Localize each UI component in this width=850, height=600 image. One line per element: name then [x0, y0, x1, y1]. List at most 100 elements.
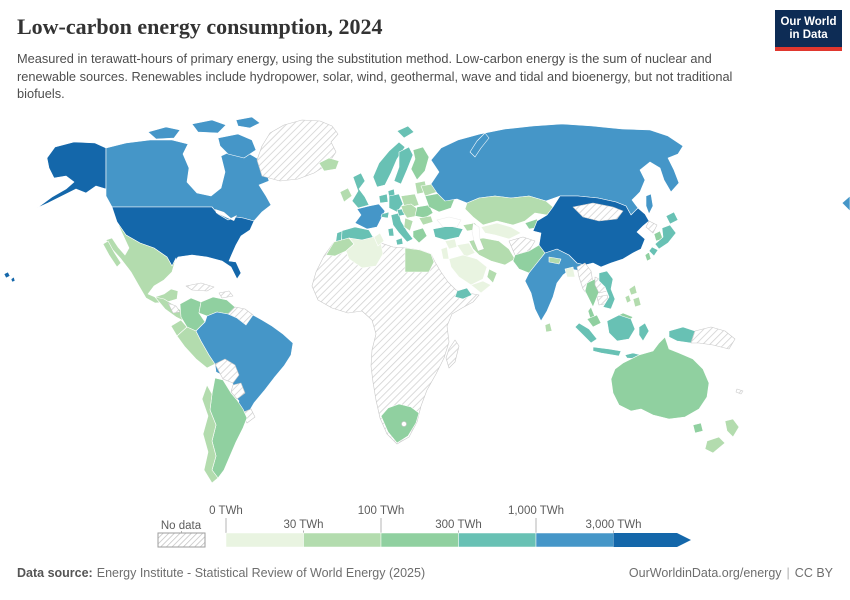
- country-norway[interactable]: [372, 141, 406, 188]
- country-chile[interactable]: [201, 384, 219, 484]
- country-balkans[interactable]: [403, 217, 414, 232]
- country-bulgaria[interactable]: [418, 215, 434, 226]
- great-lakes: [214, 208, 238, 222]
- country-baja-california[interactable]: [102, 240, 122, 268]
- country-nicaragua[interactable]: [167, 302, 181, 314]
- country-indonesia-kalimantan[interactable]: [606, 314, 636, 342]
- country-sweden[interactable]: [393, 146, 414, 185]
- country-japan-honshu[interactable]: [654, 224, 677, 250]
- country-paraguay[interactable]: [230, 382, 246, 400]
- page-title: Low-carbon energy consumption, 2024: [17, 14, 383, 39]
- footer-links: OurWorldinData.org/energy | CC BY: [629, 566, 833, 580]
- country-sicily[interactable]: [395, 237, 404, 246]
- country-indonesia-papua[interactable]: [668, 326, 696, 344]
- country-greece[interactable]: [412, 227, 428, 244]
- country-canada-arctic-2[interactable]: [191, 119, 227, 134]
- legend-no-data-label: No data: [161, 520, 202, 532]
- legend-label-1000: 1,000 TWh: [508, 505, 564, 517]
- country-algeria[interactable]: [345, 236, 384, 269]
- country-canada-ellesmere[interactable]: [235, 116, 261, 129]
- legend-swatch-bin5[interactable]: [535, 532, 614, 548]
- country-greenland[interactable]: [256, 119, 339, 182]
- country-south-africa[interactable]: [380, 403, 420, 444]
- legend-swatch-bin4[interactable]: [458, 532, 537, 548]
- country-turkmenistan-uzbekistan[interactable]: [480, 222, 522, 240]
- country-vietnam[interactable]: [598, 270, 616, 310]
- country-france[interactable]: [354, 203, 386, 230]
- owid-logo-text: Our World in Data: [775, 10, 842, 47]
- legend-label-3000: 3,000 TWh: [585, 519, 641, 531]
- country-indonesia-sumatra[interactable]: [574, 322, 598, 344]
- chart-subtitle: Measured in terawatt-hours of primary en…: [17, 51, 733, 102]
- country-cuba[interactable]: [185, 282, 215, 292]
- country-madagascar[interactable]: [445, 339, 460, 369]
- country-syria[interactable]: [444, 238, 458, 250]
- country-hispaniola[interactable]: [218, 290, 234, 299]
- country-ireland[interactable]: [339, 187, 353, 203]
- country-tasmania[interactable]: [692, 422, 704, 434]
- country-australia[interactable]: [610, 336, 710, 420]
- country-new-zealand-south[interactable]: [704, 436, 726, 454]
- country-benelux[interactable]: [378, 193, 389, 204]
- country-turkey[interactable]: [432, 225, 464, 241]
- country-taiwan[interactable]: [644, 251, 652, 262]
- legend-swatch-bin3[interactable]: [380, 532, 459, 548]
- country-mongolia[interactable]: [572, 202, 624, 222]
- country-svalbard[interactable]: [396, 125, 415, 139]
- country-kazakhstan[interactable]: [464, 195, 554, 226]
- country-levant[interactable]: [440, 246, 450, 260]
- country-bolivia[interactable]: [214, 358, 240, 384]
- legend-no-data-swatch[interactable]: [157, 532, 206, 548]
- country-switzerland[interactable]: [380, 211, 390, 219]
- country-russia-east-wrap[interactable]: [841, 195, 850, 212]
- country-indonesia-java[interactable]: [592, 346, 622, 357]
- country-sardinia[interactable]: [387, 227, 395, 237]
- country-afghanistan[interactable]: [508, 236, 536, 256]
- country-brazil[interactable]: [195, 311, 294, 422]
- country-canada-arctic-1[interactable]: [147, 126, 181, 140]
- country-iraq[interactable]: [456, 242, 476, 258]
- legend-swatch-bin2[interactable]: [303, 532, 382, 548]
- country-oman[interactable]: [486, 268, 498, 284]
- country-papua-new-guinea[interactable]: [690, 326, 736, 350]
- country-saudi-arabia[interactable]: [448, 254, 488, 286]
- lesotho-cutout: [401, 421, 407, 427]
- country-iceland[interactable]: [318, 157, 340, 172]
- owid-logo-red-bar: [775, 47, 842, 51]
- country-hawaii[interactable]: [3, 271, 16, 283]
- country-alaska[interactable]: [36, 141, 107, 209]
- legend-label-300: 300 TWh: [435, 519, 481, 531]
- country-indonesia-sulawesi[interactable]: [638, 322, 650, 342]
- footer-separator: |: [786, 566, 790, 580]
- legend-label-30: 30 TWh: [283, 519, 323, 531]
- country-finland[interactable]: [410, 146, 430, 181]
- country-sakhalin[interactable]: [645, 193, 654, 215]
- country-new-caledonia[interactable]: [735, 388, 744, 395]
- country-yemen[interactable]: [470, 280, 492, 294]
- country-philippines[interactable]: [624, 284, 642, 308]
- license-label: CC BY: [794, 566, 833, 580]
- country-mexico[interactable]: [105, 221, 179, 304]
- country-tunisia[interactable]: [373, 232, 385, 247]
- country-new-zealand-north[interactable]: [724, 418, 740, 438]
- legend-swatch-bin6-arrow[interactable]: [613, 533, 692, 547]
- country-egypt[interactable]: [404, 247, 435, 273]
- country-romania[interactable]: [414, 204, 434, 219]
- country-germany[interactable]: [388, 193, 404, 213]
- country-bangladesh[interactable]: [564, 266, 576, 278]
- country-novaya-zemlya[interactable]: [469, 132, 490, 158]
- caspian-sea: [471, 222, 485, 252]
- legend-swatch-bin1[interactable]: [225, 532, 304, 548]
- owid-url-link[interactable]: OurWorldinData.org/energy: [628, 566, 782, 580]
- owid-logo[interactable]: Our World in Data: [775, 10, 842, 51]
- country-north-korea[interactable]: [645, 220, 658, 234]
- country-united-kingdom[interactable]: [351, 172, 370, 209]
- country-japan-kyushu[interactable]: [648, 246, 659, 257]
- country-canada-baffin[interactable]: [217, 133, 257, 159]
- country-sri-lanka[interactable]: [544, 322, 553, 333]
- map-legend: No data 0 TWh 30 TWh 100 TWh 300 TWh 1,0…: [157, 505, 692, 548]
- country-ethiopia[interactable]: [454, 287, 473, 300]
- country-japan-hokkaido[interactable]: [665, 211, 679, 225]
- country-nepal[interactable]: [548, 256, 562, 265]
